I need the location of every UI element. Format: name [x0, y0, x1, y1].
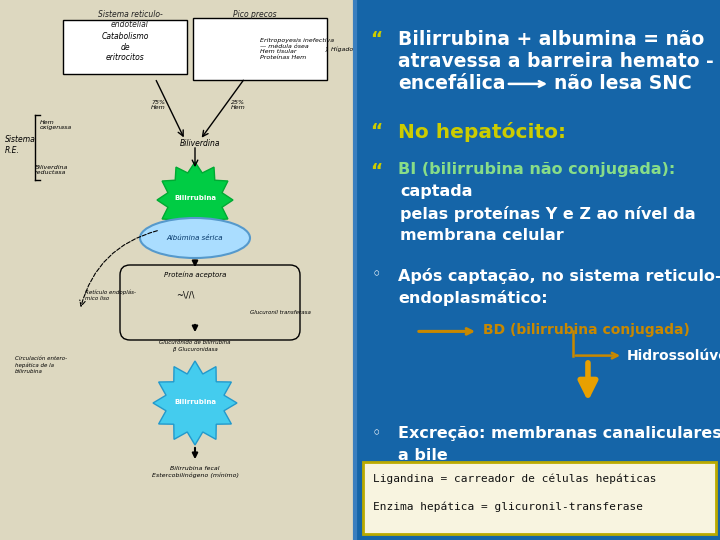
Text: não lesa SNC: não lesa SNC: [554, 74, 692, 93]
Text: “: “: [370, 162, 382, 181]
Text: Bilirrubina + albumina = não: Bilirrubina + albumina = não: [398, 30, 704, 49]
Text: “: “: [370, 30, 382, 49]
Text: Sistema reticulo-
endotelial: Sistema reticulo- endotelial: [98, 10, 163, 29]
Text: Hem
oxigenasa: Hem oxigenasa: [40, 119, 72, 130]
Text: ◦: ◦: [372, 268, 382, 282]
Text: Retículo endoplás-
mico liso: Retículo endoplás- mico liso: [85, 289, 136, 301]
Text: 25%
Hem: 25% Hem: [230, 99, 246, 110]
FancyBboxPatch shape: [193, 18, 327, 80]
Text: atravessa a barreira hemato -: atravessa a barreira hemato -: [398, 52, 714, 71]
Ellipse shape: [140, 218, 250, 258]
Text: Enzima hepática = glicuronil-transferase: Enzima hepática = glicuronil-transferase: [373, 502, 643, 512]
Text: endoplasmático:: endoplasmático:: [398, 289, 548, 306]
Text: a bile: a bile: [398, 448, 448, 463]
Text: captada: captada: [400, 184, 472, 199]
Text: Sistema
R.E.: Sistema R.E.: [5, 136, 36, 154]
Text: Hidrossolúvel: Hidrossolúvel: [627, 349, 720, 363]
Text: } Hígado: } Hígado: [325, 46, 354, 52]
Text: Glucuronil transferasa: Glucuronil transferasa: [250, 309, 311, 314]
FancyBboxPatch shape: [363, 462, 716, 534]
Polygon shape: [157, 162, 233, 238]
Text: Proteína aceptora: Proteína aceptora: [164, 272, 226, 278]
Text: Bilirrubina fecal
Estercobilinógeno (mínimo): Bilirrubina fecal Estercobilinógeno (mín…: [151, 467, 238, 478]
Text: Excreção: membranas canaliculares com: Excreção: membranas canaliculares com: [398, 426, 720, 441]
FancyBboxPatch shape: [63, 20, 187, 74]
Text: Catabolismo
de
eritrocitos: Catabolismo de eritrocitos: [102, 32, 149, 62]
Text: ~\//\: ~\//\: [176, 291, 194, 300]
Text: Pico precos: Pico precos: [233, 10, 276, 19]
Text: No hepatócito:: No hepatócito:: [398, 123, 566, 143]
Text: Circulación entero-
hepática de la
bilirrubina: Circulación entero- hepática de la bilir…: [15, 356, 67, 374]
Bar: [0, 0, 355, 540]
Text: Biliverdina: Biliverdina: [180, 138, 220, 147]
Text: Bilirrubina: Bilirrubina: [174, 399, 216, 405]
Text: Ligandina = carreador de células hepáticas: Ligandina = carreador de células hepátic…: [373, 474, 657, 484]
Text: Biliverdina
reductasa: Biliverdina reductasa: [35, 165, 68, 176]
Text: membrana celular: membrana celular: [400, 228, 564, 243]
Text: encefálica: encefálica: [398, 74, 505, 93]
Text: Eritropoyesis inefectiva
— médula ósea
Hem tisular
Proteínas Hem: Eritropoyesis inefectiva — médula ósea H…: [260, 38, 334, 60]
Text: Bilirrubina: Bilirrubina: [174, 195, 216, 201]
Text: β Glucuronidasa: β Glucuronidasa: [173, 348, 217, 353]
Text: pelas proteínas Y e Z ao nível da: pelas proteínas Y e Z ao nível da: [400, 206, 696, 222]
Text: Glucurónido de bilirrubina: Glucurónido de bilirrubina: [159, 340, 230, 345]
Text: ◦: ◦: [372, 426, 382, 441]
Text: Após captação, no sistema reticulo-: Após captação, no sistema reticulo-: [398, 268, 720, 284]
Text: 75%
Hem: 75% Hem: [150, 99, 166, 110]
Text: Albúmina sérica: Albúmina sérica: [167, 235, 223, 241]
Text: BI (bilirrubina não conjugada):: BI (bilirrubina não conjugada):: [398, 162, 675, 177]
Text: “: “: [370, 123, 382, 141]
Text: BD (bilirrubina conjugada): BD (bilirrubina conjugada): [483, 322, 690, 336]
Polygon shape: [153, 361, 237, 445]
